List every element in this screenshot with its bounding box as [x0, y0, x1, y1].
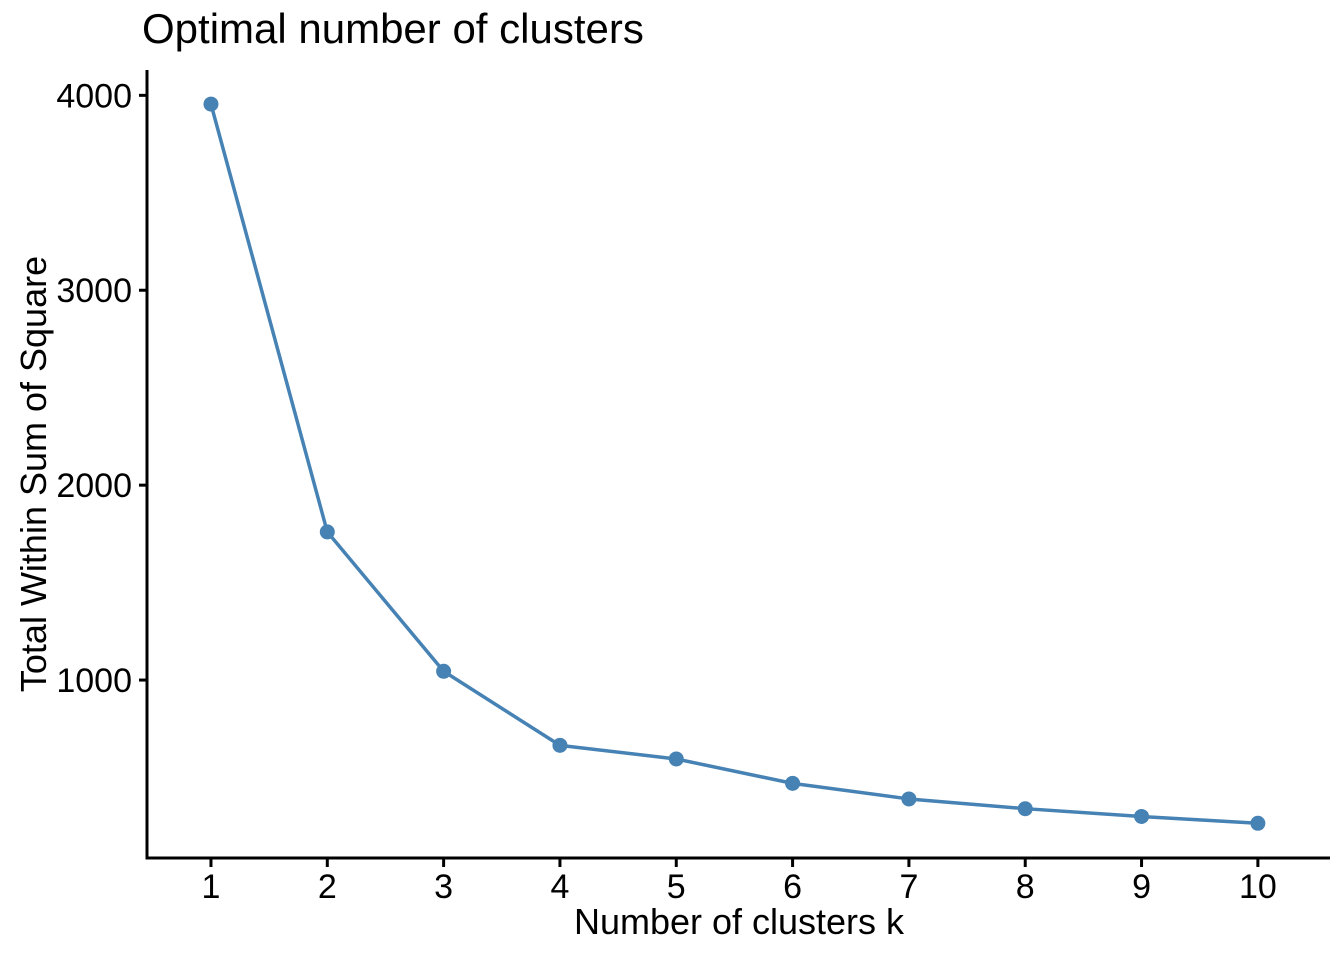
y-axis-tick-label: 3000	[56, 272, 132, 310]
axis-lines	[145, 70, 1330, 860]
x-axis-tick-label: 4	[550, 868, 569, 906]
y-axis-tick-label: 4000	[56, 77, 132, 115]
x-axis-title: Number of clusters k	[573, 901, 905, 942]
x-axis-tick-label: 9	[1132, 868, 1151, 906]
x-axis-tick-label: 8	[1016, 868, 1035, 906]
data-point	[1250, 815, 1266, 831]
x-axis-tick-label: 10	[1239, 868, 1277, 906]
data-point	[552, 737, 568, 753]
data-point	[203, 96, 219, 112]
data-point	[319, 524, 335, 540]
chart-title: Optimal number of clusters	[142, 5, 644, 52]
data-point	[785, 775, 801, 791]
data-point	[1134, 808, 1150, 824]
x-axis-tick-label: 6	[783, 868, 802, 906]
data-point	[668, 751, 684, 767]
data-line	[209, 102, 1260, 826]
y-axis-title: Total Within Sum of Square	[13, 255, 54, 693]
x-axis-tick-label: 5	[667, 868, 686, 906]
data-point	[1017, 801, 1033, 817]
data-point	[901, 791, 917, 807]
x-axis-tick-label: 3	[434, 868, 453, 906]
x-axis-tick-label: 7	[899, 868, 918, 906]
x-axis-tick-label: 2	[318, 868, 337, 906]
x-axis-tick-label: 1	[202, 868, 221, 906]
data-point	[436, 663, 452, 679]
y-axis-tick-label: 1000	[56, 662, 132, 700]
y-axis-tick-label: 2000	[56, 467, 132, 505]
